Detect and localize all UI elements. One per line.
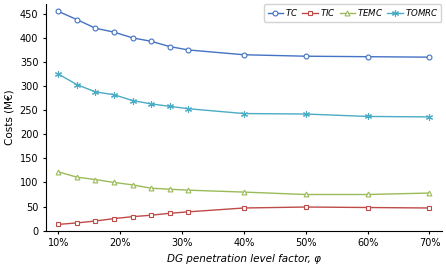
$TOMRC$	[130, 99, 135, 102]
$TC$	[112, 31, 117, 34]
Line: $TEMC$: $TEMC$	[56, 169, 432, 197]
$TOMRC$	[303, 112, 309, 116]
$TC$	[93, 27, 98, 30]
$TEMC$	[167, 188, 172, 191]
$TOMRC$	[186, 107, 191, 110]
$TOMRC$	[427, 115, 432, 118]
$TOMRC$	[74, 83, 79, 86]
$TIC$	[427, 206, 432, 210]
$TC$	[130, 36, 135, 39]
$TEMC$	[365, 193, 370, 196]
$TEMC$	[112, 181, 117, 184]
$TOMRC$	[93, 90, 98, 94]
$TC$	[303, 55, 309, 58]
$TC$	[149, 40, 154, 43]
$TC$	[365, 55, 370, 58]
$TEMC$	[74, 176, 79, 179]
$TIC$	[112, 217, 117, 220]
$TOMRC$	[241, 112, 247, 115]
$TEMC$	[93, 178, 98, 181]
$TEMC$	[427, 191, 432, 195]
$TIC$	[167, 212, 172, 215]
$TIC$	[56, 223, 61, 226]
$TEMC$	[56, 170, 61, 173]
$TEMC$	[241, 191, 247, 194]
$TIC$	[130, 215, 135, 218]
$TEMC$	[149, 187, 154, 190]
$TC$	[241, 53, 247, 56]
$TC$	[186, 48, 191, 51]
$TEMC$	[130, 183, 135, 187]
$TIC$	[365, 206, 370, 209]
$TC$	[74, 18, 79, 21]
$TIC$	[74, 221, 79, 225]
$TIC$	[303, 205, 309, 209]
$TEMC$	[303, 193, 309, 196]
$TIC$	[149, 214, 154, 217]
X-axis label: DG penetration level factor, φ: DG penetration level factor, φ	[167, 254, 321, 264]
Line: $TC$: $TC$	[56, 9, 432, 59]
$TOMRC$	[56, 72, 61, 76]
$TC$	[427, 55, 432, 59]
Legend: $TC$, $TIC$, $TEMC$, $TOMRC$: $TC$, $TIC$, $TEMC$, $TOMRC$	[264, 4, 442, 22]
$TEMC$	[186, 189, 191, 192]
$TOMRC$	[365, 115, 370, 118]
Y-axis label: Costs (M€): Costs (M€)	[4, 90, 14, 145]
$TIC$	[186, 210, 191, 213]
Line: $TOMRC$: $TOMRC$	[55, 70, 433, 120]
$TIC$	[93, 219, 98, 223]
$TOMRC$	[149, 102, 154, 106]
Line: $TIC$: $TIC$	[56, 204, 432, 227]
$TOMRC$	[167, 105, 172, 108]
$TIC$	[241, 206, 247, 210]
$TC$	[56, 10, 61, 13]
$TC$	[167, 45, 172, 48]
$TOMRC$	[112, 93, 117, 96]
